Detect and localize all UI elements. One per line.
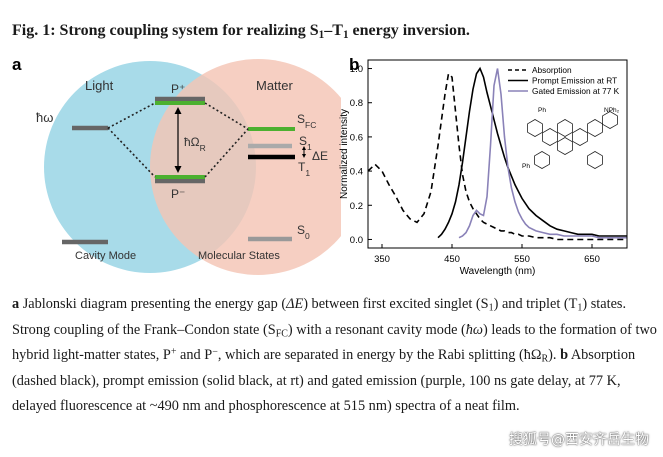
series-line: [458, 68, 627, 239]
levels: [62, 96, 292, 245]
label-main: T: [298, 160, 306, 174]
text-run: ) leads to the formation of two hybrid l…: [12, 321, 657, 364]
molecule-ring: [602, 111, 618, 129]
text-run: ) between first excited singlet (S: [303, 296, 489, 312]
cavity-mode-label: Cavity Mode: [75, 250, 136, 262]
text-run: 1: [488, 302, 494, 314]
text-run: Fig. 1: Strong coupling system for reali…: [12, 22, 319, 39]
label-sub: R: [200, 143, 206, 153]
inset-label: Ph: [538, 107, 546, 114]
panel-a-labels: a Light Matter ħω P⁺ P⁻ ħΩR SFC S1 ΔE T1…: [12, 55, 328, 262]
s1-label: S1: [299, 134, 312, 152]
label-sub: 1: [305, 168, 310, 178]
inset-label: Ph: [522, 163, 530, 170]
sfc-label: SFC: [297, 112, 316, 130]
rabi-label: ħΩR: [184, 135, 206, 153]
dotted-line: [204, 102, 249, 130]
text-run: ħω: [465, 321, 484, 338]
x-tick-label: 650: [584, 254, 600, 265]
y-tick-label: 0.0: [350, 235, 363, 246]
arrow-heads: [302, 146, 306, 158]
light-label: Light: [85, 78, 114, 93]
text-run: ΔE: [286, 296, 304, 312]
hbar-omega: ħω: [36, 110, 53, 125]
y-tick-label: 0.4: [350, 167, 363, 178]
molecule-ring: [527, 119, 543, 137]
y-tick-label: 1.0: [350, 64, 363, 75]
figure-caption: a Jablonski diagram presenting the energ…: [12, 292, 660, 420]
inset-label: NPh₂: [604, 107, 620, 114]
text-run: , which are separated in energy by the R…: [217, 347, 542, 364]
p-plus-label: P⁺: [171, 82, 185, 96]
p-minus-label: P⁻: [171, 187, 185, 201]
y-tick-label: 0.2: [350, 201, 363, 212]
figure-title: Fig. 1: Strong coupling system for reali…: [12, 22, 470, 40]
legend-label: Prompt Emission at RT: [532, 76, 617, 86]
series-line: [367, 72, 627, 241]
text-run: −: [212, 346, 218, 358]
coupling-lines: [107, 102, 249, 178]
text-run: b: [560, 347, 569, 364]
y-axis-label: Normalized intensity: [339, 109, 350, 199]
text-run: +: [170, 346, 177, 358]
text-run: energy inversion.: [348, 22, 470, 39]
text-run: –T: [324, 22, 343, 39]
y-tick-label: 0.8: [350, 98, 363, 109]
text-run: a: [12, 296, 20, 312]
molecule-ring: [557, 137, 573, 155]
delta-e-label: ΔE: [312, 149, 328, 163]
text-run: ).: [548, 347, 561, 364]
molecule-ring: [534, 151, 550, 169]
text-run: Absorption (dashed black), prompt emissi…: [12, 347, 636, 415]
plot-frame: [367, 59, 628, 249]
watermark: 搜狐号@西安齐岳生物: [509, 432, 649, 448]
x-axis-label: Wavelength (nm): [460, 266, 536, 277]
molecule-ring: [542, 128, 558, 146]
label-main: S: [299, 134, 307, 148]
text-run: 1: [318, 28, 325, 41]
matter-circle: [150, 59, 366, 275]
panel-b-background: [341, 55, 641, 280]
text-run: and P: [176, 347, 213, 364]
text-run: 1: [577, 302, 583, 314]
label-main: S: [297, 112, 305, 126]
spectra-chart: 0.0 0.2 0.4 0.6 0.8 1.0 350 450 550 650 Wavelength…: [339, 59, 628, 277]
text-run: ) and triplet (T: [493, 296, 578, 312]
panel-label: b: [349, 55, 359, 74]
text-run: Jablonski diagram presenting the energy …: [19, 296, 287, 312]
x-tick-label: 450: [444, 254, 460, 265]
molecule-ring: [572, 128, 588, 146]
s0-label: S0: [297, 223, 310, 241]
text-run: FC: [275, 328, 288, 340]
molecule-ring: [557, 119, 573, 137]
label-sub: 1: [307, 142, 312, 152]
y-tick-label: 0.6: [350, 132, 363, 143]
molecule-ring: [587, 151, 603, 169]
matter-label: Matter: [256, 78, 294, 93]
label-sub: 0: [305, 231, 310, 241]
label-sub: FC: [305, 120, 316, 130]
text-run: ) with a resonant cavity mode (: [287, 321, 466, 338]
arrow-heads: [174, 107, 182, 173]
text-run: R: [541, 353, 549, 365]
label-main: ħΩ: [184, 135, 200, 149]
text-run: 1: [342, 28, 349, 41]
panel-label: a: [12, 55, 22, 74]
legend-label: Absorption: [532, 65, 572, 75]
dotted-line: [204, 128, 249, 178]
x-tick-label: 550: [514, 254, 530, 265]
figure-panels: a Light Matter ħω P⁺ P⁻ ħΩR SFC S1 ΔE T1…: [12, 55, 641, 280]
x-tick-label: 350: [374, 254, 390, 265]
text-run: ) states. Strong coupling of the Frank–C…: [12, 296, 627, 338]
molecular-states-label: Molecular States: [198, 250, 280, 262]
legend-label: Gated Emission at 77 K: [532, 86, 620, 96]
label-main: S: [297, 223, 305, 237]
t1-label: T1: [298, 160, 310, 178]
